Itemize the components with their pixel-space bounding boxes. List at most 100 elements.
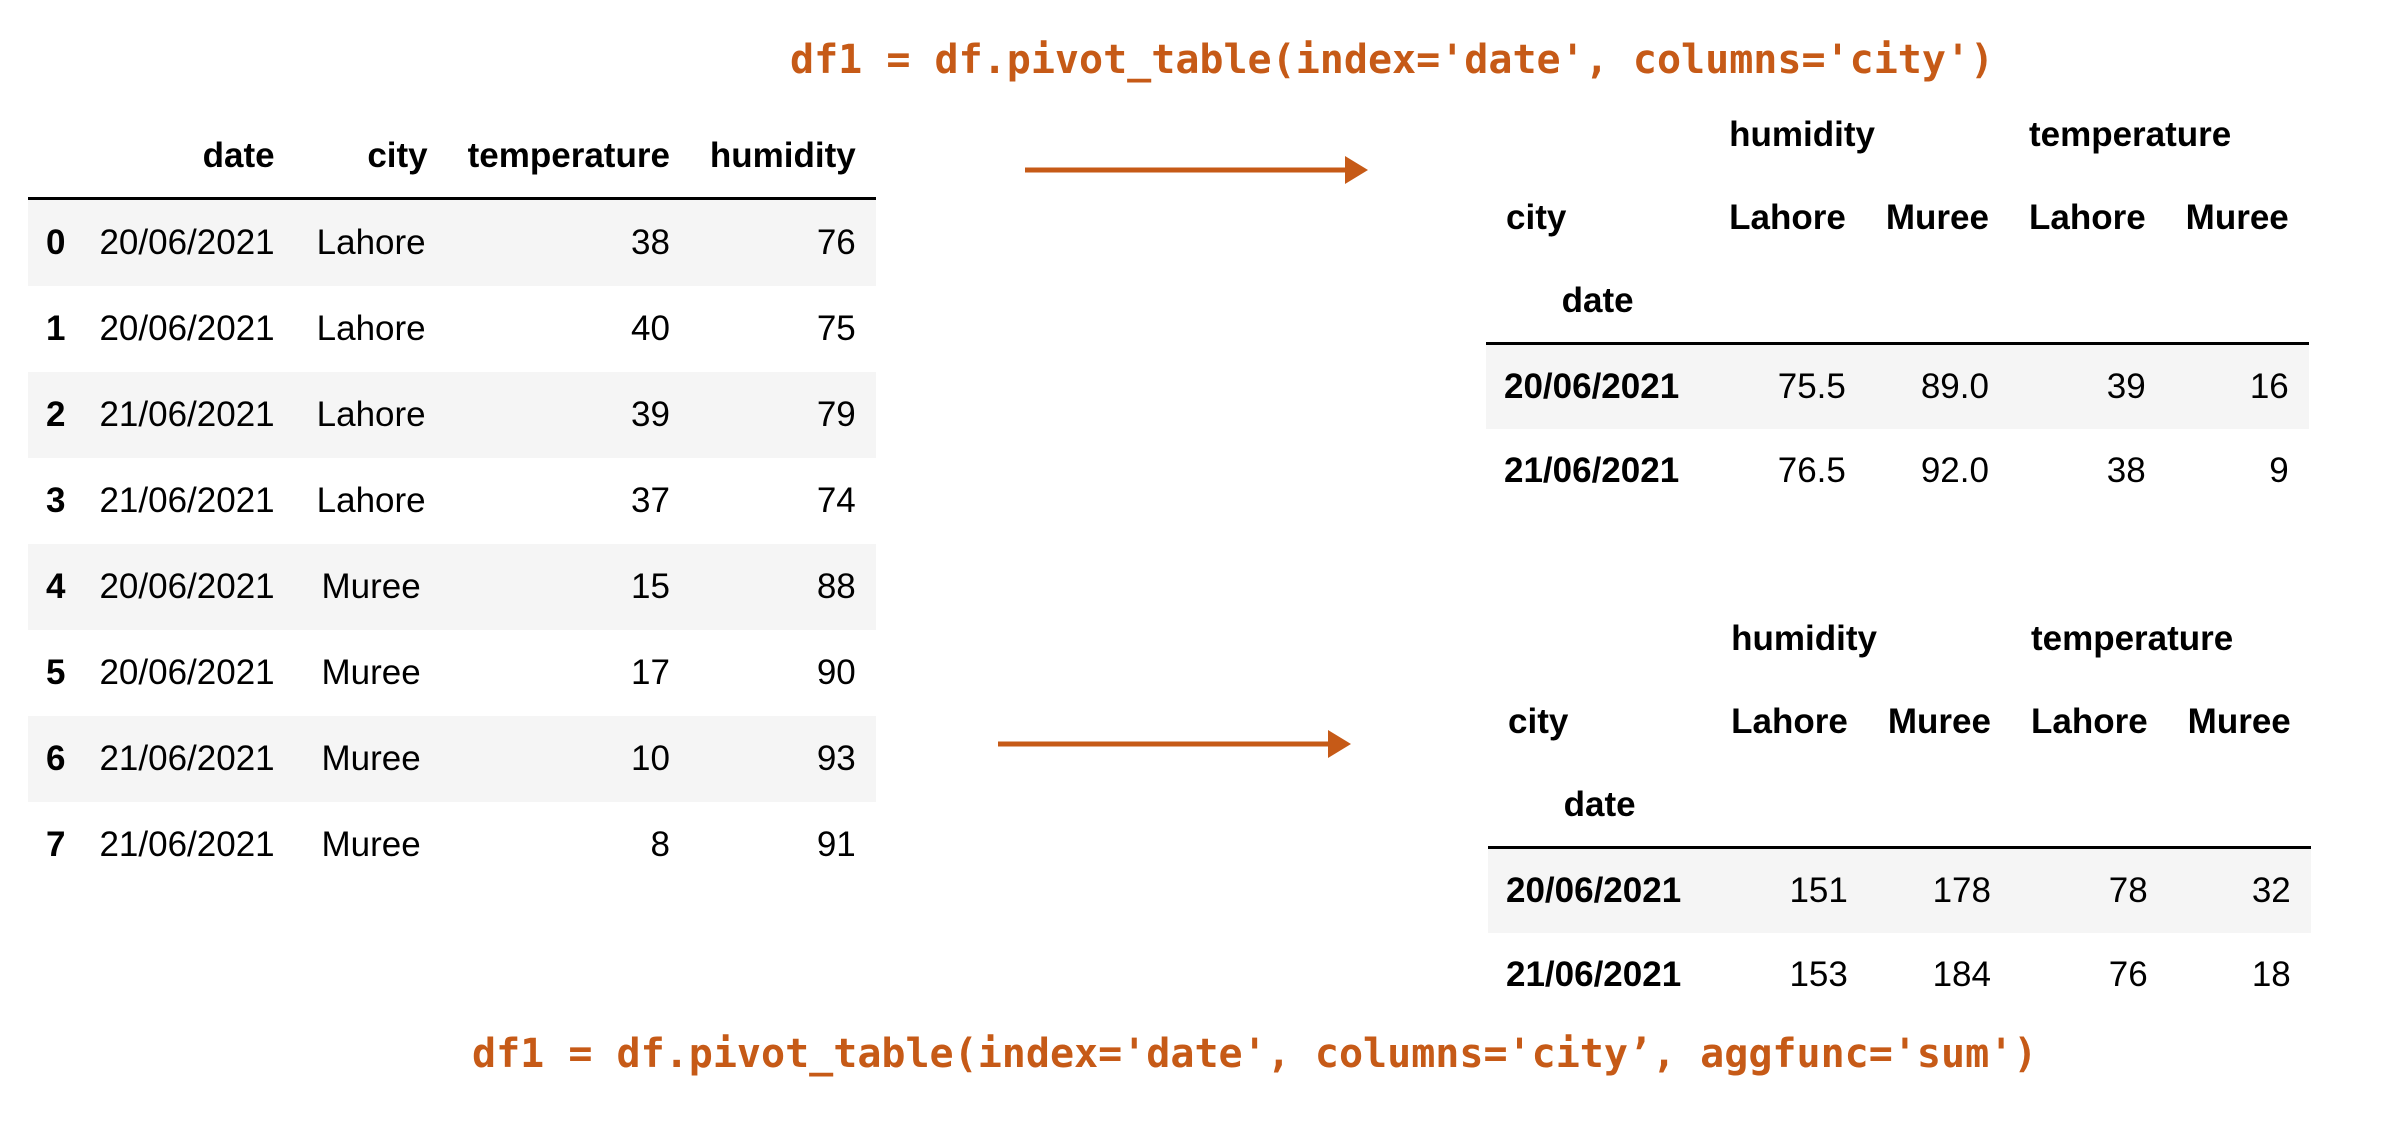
row-index: 4 bbox=[46, 567, 66, 606]
pivot-sub-header-row: city Lahore Muree Lahore Muree bbox=[1486, 176, 2309, 259]
code-pivot-mean: df1 = df.pivot_table(index='date', colum… bbox=[790, 37, 1995, 83]
pivot-table-sum: humidity temperature city Lahore Muree L… bbox=[1488, 597, 2311, 1017]
cell-humidity: 93 bbox=[816, 739, 856, 778]
cell-value: 184 bbox=[1932, 955, 1991, 994]
table-row: 2 21/06/2021 Lahore 39 79 bbox=[28, 372, 876, 458]
column-header-humidity: humidity bbox=[709, 136, 856, 175]
table-row: 21/06/2021 153 184 76 18 bbox=[1488, 933, 2311, 1017]
table-row: 1 20/06/2021 Lahore 40 75 bbox=[28, 286, 876, 372]
header-muree: Muree bbox=[2185, 197, 2289, 237]
cell-date: 20/06/2021 bbox=[99, 223, 275, 262]
header-muree: Muree bbox=[2187, 701, 2291, 741]
header-temperature: temperature bbox=[2028, 114, 2232, 154]
cell-temperature: 15 bbox=[630, 567, 670, 606]
row-date: 21/06/2021 bbox=[1504, 451, 1680, 490]
pivot-sub-header-row: city Lahore Muree Lahore Muree bbox=[1488, 680, 2311, 763]
header-humidity: humidity bbox=[1731, 618, 1877, 658]
pivot-index-label-row: date bbox=[1488, 763, 2311, 848]
header-temperature: temperature bbox=[2030, 618, 2234, 658]
column-header-city: city bbox=[367, 136, 428, 175]
cell-humidity: 76 bbox=[816, 223, 856, 262]
cell-temperature: 37 bbox=[630, 481, 670, 520]
pivot-table-mean: humidity temperature city Lahore Muree L… bbox=[1486, 93, 2309, 513]
pivot-index-label-row: date bbox=[1486, 259, 2309, 344]
table-row: 5 20/06/2021 Muree 17 90 bbox=[28, 630, 876, 716]
code-pivot-sum: df1 = df.pivot_table(index='date', colum… bbox=[472, 1031, 2038, 1077]
cell-value: 76 bbox=[2108, 955, 2148, 994]
cell-temperature: 8 bbox=[650, 825, 670, 864]
cell-humidity: 88 bbox=[816, 567, 856, 606]
cell-value: 151 bbox=[1789, 871, 1848, 910]
table-row: 20/06/2021 75.5 89.0 39 16 bbox=[1486, 343, 2309, 429]
cell-humidity: 91 bbox=[816, 825, 856, 864]
cell-date: 20/06/2021 bbox=[99, 309, 275, 348]
cell-value: 153 bbox=[1789, 955, 1848, 994]
cell-city: Lahore bbox=[316, 223, 426, 262]
cell-city: Lahore bbox=[316, 481, 426, 520]
header-lahore: Lahore bbox=[1731, 701, 1848, 741]
header-lahore: Lahore bbox=[2030, 701, 2148, 741]
row-index: 7 bbox=[46, 825, 66, 864]
table-row: 21/06/2021 76.5 92.0 38 9 bbox=[1486, 429, 2309, 513]
row-index: 5 bbox=[46, 653, 66, 692]
index-label: date bbox=[1561, 280, 1634, 320]
empty-cell bbox=[1711, 763, 1868, 848]
table-row: 3 21/06/2021 Lahore 37 74 bbox=[28, 458, 876, 544]
table-row: 7 21/06/2021 Muree 8 91 bbox=[28, 802, 876, 888]
cell-date: 21/06/2021 bbox=[99, 739, 275, 778]
table-row: 20/06/2021 151 178 78 32 bbox=[1488, 847, 2311, 933]
cell-city: Lahore bbox=[316, 309, 426, 348]
cell-temperature: 38 bbox=[630, 223, 670, 262]
cell-humidity: 90 bbox=[816, 653, 856, 692]
columns-label: city bbox=[1506, 197, 1567, 237]
column-header-temperature: temperature bbox=[467, 136, 670, 175]
cell-humidity: 79 bbox=[816, 395, 856, 434]
header-humidity: humidity bbox=[1729, 114, 1875, 154]
arrow-right-icon bbox=[1025, 156, 1368, 184]
empty-cell bbox=[1709, 259, 1866, 344]
row-index: 2 bbox=[46, 395, 66, 434]
column-header-date: date bbox=[202, 136, 275, 175]
row-index: 6 bbox=[46, 739, 66, 778]
cell-humidity: 74 bbox=[816, 481, 856, 520]
cell-city: Muree bbox=[321, 567, 421, 606]
cell-value: 78 bbox=[2108, 871, 2148, 910]
empty-cell bbox=[1866, 259, 2009, 344]
cell-date: 21/06/2021 bbox=[99, 481, 275, 520]
cell-temperature: 17 bbox=[630, 653, 670, 692]
empty-cell bbox=[2011, 763, 2168, 848]
empty-cell bbox=[2168, 763, 2311, 848]
empty-cell bbox=[2166, 259, 2309, 344]
source-dataframe-table: date city temperature humidity 0 20/06/20… bbox=[28, 115, 876, 888]
columns-label: city bbox=[1508, 701, 1569, 741]
table-row: 6 21/06/2021 Muree 10 93 bbox=[28, 716, 876, 802]
pivot-top-header-row: humidity temperature bbox=[1488, 597, 2311, 680]
row-date: 20/06/2021 bbox=[1506, 871, 1682, 910]
cell-temperature: 39 bbox=[630, 395, 670, 434]
row-date: 21/06/2021 bbox=[1506, 955, 1682, 994]
empty-cell bbox=[1868, 763, 2011, 848]
row-index: 0 bbox=[46, 223, 66, 262]
cell-city: Muree bbox=[321, 653, 421, 692]
cell-value: 89.0 bbox=[1920, 367, 1989, 406]
header-muree: Muree bbox=[1887, 701, 1991, 741]
table-row: 4 20/06/2021 Muree 15 88 bbox=[28, 544, 876, 630]
cell-value: 76.5 bbox=[1777, 451, 1846, 490]
empty-corner bbox=[1488, 597, 1711, 680]
cell-date: 20/06/2021 bbox=[99, 567, 275, 606]
table-row: 0 20/06/2021 Lahore 38 76 bbox=[28, 198, 876, 286]
cell-value: 18 bbox=[2251, 955, 2291, 994]
cell-city: Lahore bbox=[316, 395, 426, 434]
cell-humidity: 75 bbox=[816, 309, 856, 348]
cell-city: Muree bbox=[321, 739, 421, 778]
header-muree: Muree bbox=[1885, 197, 1989, 237]
cell-value: 75.5 bbox=[1777, 367, 1846, 406]
cell-value: 16 bbox=[2249, 367, 2289, 406]
cell-value: 38 bbox=[2106, 451, 2146, 490]
row-index: 1 bbox=[46, 309, 66, 348]
header-lahore: Lahore bbox=[2028, 197, 2146, 237]
index-header bbox=[28, 115, 79, 199]
empty-cell bbox=[2009, 259, 2166, 344]
row-date: 20/06/2021 bbox=[1504, 367, 1680, 406]
cell-value: 178 bbox=[1932, 871, 1991, 910]
